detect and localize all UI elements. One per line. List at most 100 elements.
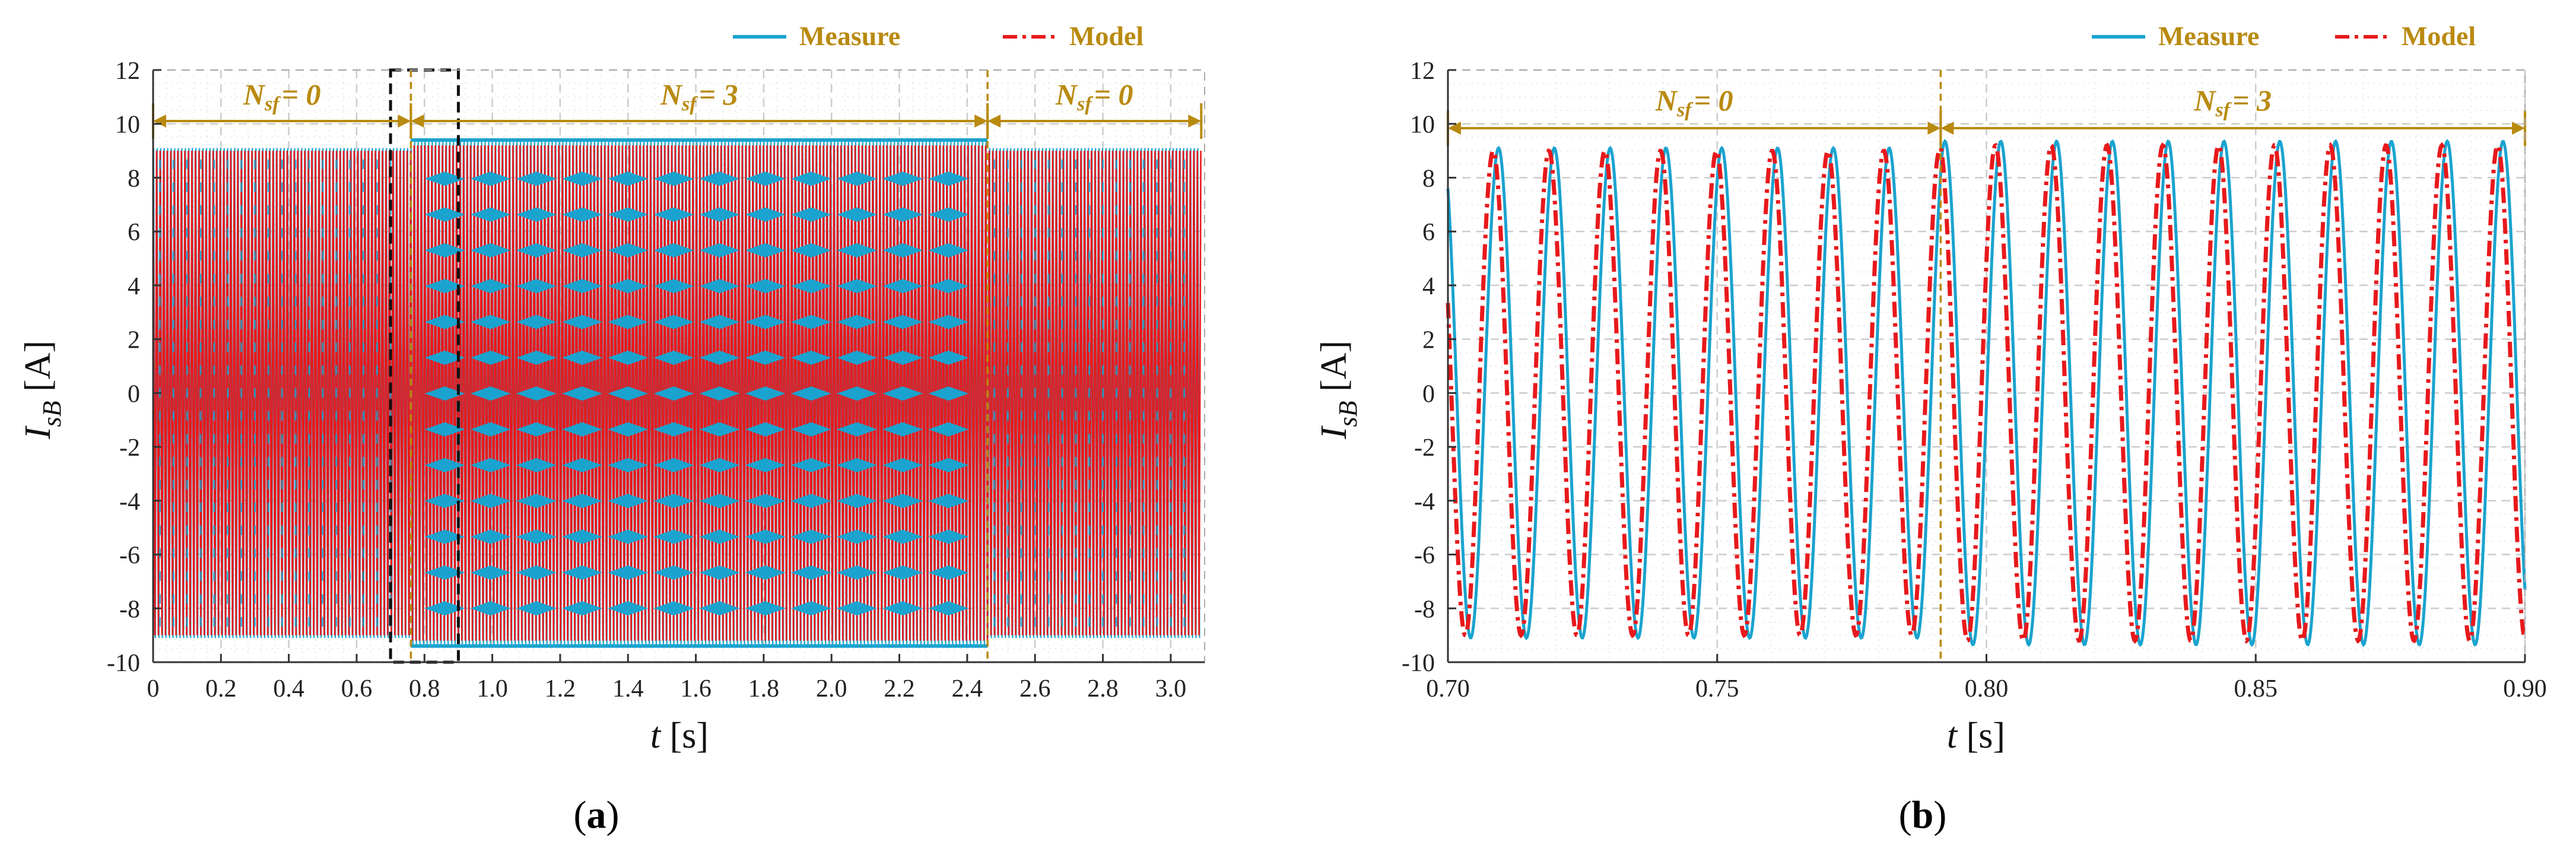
- panel-a: Nsf= 0 Nsf= 3 Nsf= 00 0.2 0.4 0.6 0.8 1.0 1.2 1.4…: [18, 21, 1205, 837]
- beat-mark: [882, 601, 923, 616]
- beat-mark: [699, 529, 740, 544]
- caption-open: (: [574, 793, 587, 837]
- beat-mark: [790, 529, 831, 544]
- y-tick-label: 10: [1410, 112, 1435, 139]
- beat-mark: [928, 350, 969, 365]
- beat-mark: [562, 529, 603, 544]
- region-label-value: = 0: [1094, 78, 1133, 111]
- beat-mark: [882, 494, 923, 509]
- beat-mark: [562, 565, 603, 580]
- beat-mark: [653, 601, 694, 616]
- beat-mark: [928, 601, 969, 616]
- beat-mark: [928, 243, 969, 258]
- beat-mark: [516, 457, 557, 472]
- x-tick-label: 0.80: [1965, 675, 2009, 703]
- beat-mark: [699, 171, 740, 186]
- region-annotation: Nsf= 3: [409, 78, 989, 139]
- beat-mark: [699, 457, 740, 472]
- beat-mark: [745, 279, 786, 294]
- beat-mark: [470, 386, 511, 401]
- beat-mark: [699, 422, 740, 437]
- beat-mark: [516, 243, 557, 258]
- x-tick-label: 0.2: [205, 675, 237, 703]
- beat-mark: [928, 494, 969, 509]
- beat-mark: [470, 422, 511, 437]
- beat-mark: [470, 350, 511, 365]
- legend-label-measure: Measure: [2158, 21, 2259, 51]
- beat-mark: [837, 565, 878, 580]
- beat-mark: [470, 565, 511, 580]
- beat-mark: [608, 386, 649, 401]
- caption-open: (: [1899, 793, 1912, 837]
- beat-mark: [699, 386, 740, 401]
- region-label-sub: sf: [1676, 99, 1694, 121]
- beat-mark: [562, 314, 603, 329]
- x-tick-label: 2.4: [952, 675, 983, 703]
- panel-caption: (a): [574, 793, 620, 837]
- beat-mark: [745, 529, 786, 544]
- measure-pattern: [158, 159, 1186, 627]
- beat-mark: [516, 601, 557, 616]
- series-group: [152, 138, 1202, 648]
- beat-mark: [470, 171, 511, 186]
- beat-mark: [470, 457, 511, 472]
- y-tick-label: 6: [128, 219, 140, 246]
- beat-mark: [790, 601, 831, 616]
- beat-mark: [745, 207, 786, 222]
- y-tick-label: 12: [115, 58, 140, 85]
- caption-letter: a: [587, 793, 606, 837]
- beat-mark: [745, 171, 786, 186]
- beat-mark: [653, 565, 694, 580]
- legend-label-model: Model: [2402, 21, 2476, 51]
- beat-mark: [699, 207, 740, 222]
- beat-mark: [608, 529, 649, 544]
- beat-mark: [745, 457, 786, 472]
- beat-mark: [790, 386, 831, 401]
- series-model-line: [152, 145, 1202, 641]
- beat-mark: [882, 243, 923, 258]
- region-label-sub: sf: [1076, 93, 1094, 115]
- caption-close: ): [606, 793, 620, 837]
- y-axis-label-var: I: [1314, 425, 1354, 440]
- y-tick-label: 8: [128, 165, 140, 192]
- y-axis-label-sub: sB: [37, 401, 66, 427]
- beat-mark: [608, 243, 649, 258]
- beat-mark: [516, 565, 557, 580]
- y-tick-label: 2: [1422, 327, 1435, 354]
- y-tick-label: 12: [1410, 58, 1435, 85]
- y-tick-label: -2: [1414, 434, 1435, 462]
- beat-mark: [837, 529, 878, 544]
- beat-mark: [882, 529, 923, 544]
- x-tick-label: 0.70: [1426, 675, 1470, 703]
- beat-mark: [653, 171, 694, 186]
- beat-mark: [745, 386, 786, 401]
- series-measure-line: [1446, 139, 2527, 647]
- beat-mark: [653, 422, 694, 437]
- beat-mark: [653, 243, 694, 258]
- beat-mark: [790, 207, 831, 222]
- beat-mark: [882, 457, 923, 472]
- region-label-value: = 0: [282, 78, 321, 111]
- y-axis-label: IsB [A]: [18, 341, 66, 440]
- beat-mark: [790, 243, 831, 258]
- beat-mark: [424, 314, 465, 329]
- y-tick-label: -8: [1414, 596, 1435, 623]
- y-tick-label: -4: [119, 488, 140, 516]
- beat-mark: [470, 494, 511, 509]
- beat-mark: [424, 422, 465, 437]
- beat-mark: [790, 565, 831, 580]
- beat-mark: [699, 494, 740, 509]
- region-arrowhead-left: [1940, 122, 1954, 135]
- beat-mark: [424, 565, 465, 580]
- region-arrowhead-right: [398, 115, 411, 128]
- x-tick-label: 2.0: [816, 675, 847, 703]
- panel-caption: (b): [1899, 793, 1947, 837]
- beat-mark: [790, 494, 831, 509]
- beat-mark: [745, 601, 786, 616]
- beat-mark: [745, 350, 786, 365]
- region-label: Nsf= 0: [1655, 84, 1733, 121]
- x-axis-label-unit: [s]: [1967, 716, 2005, 756]
- y-tick-label: -8: [119, 596, 140, 623]
- beat-mark: [699, 243, 740, 258]
- beat-mark: [882, 279, 923, 294]
